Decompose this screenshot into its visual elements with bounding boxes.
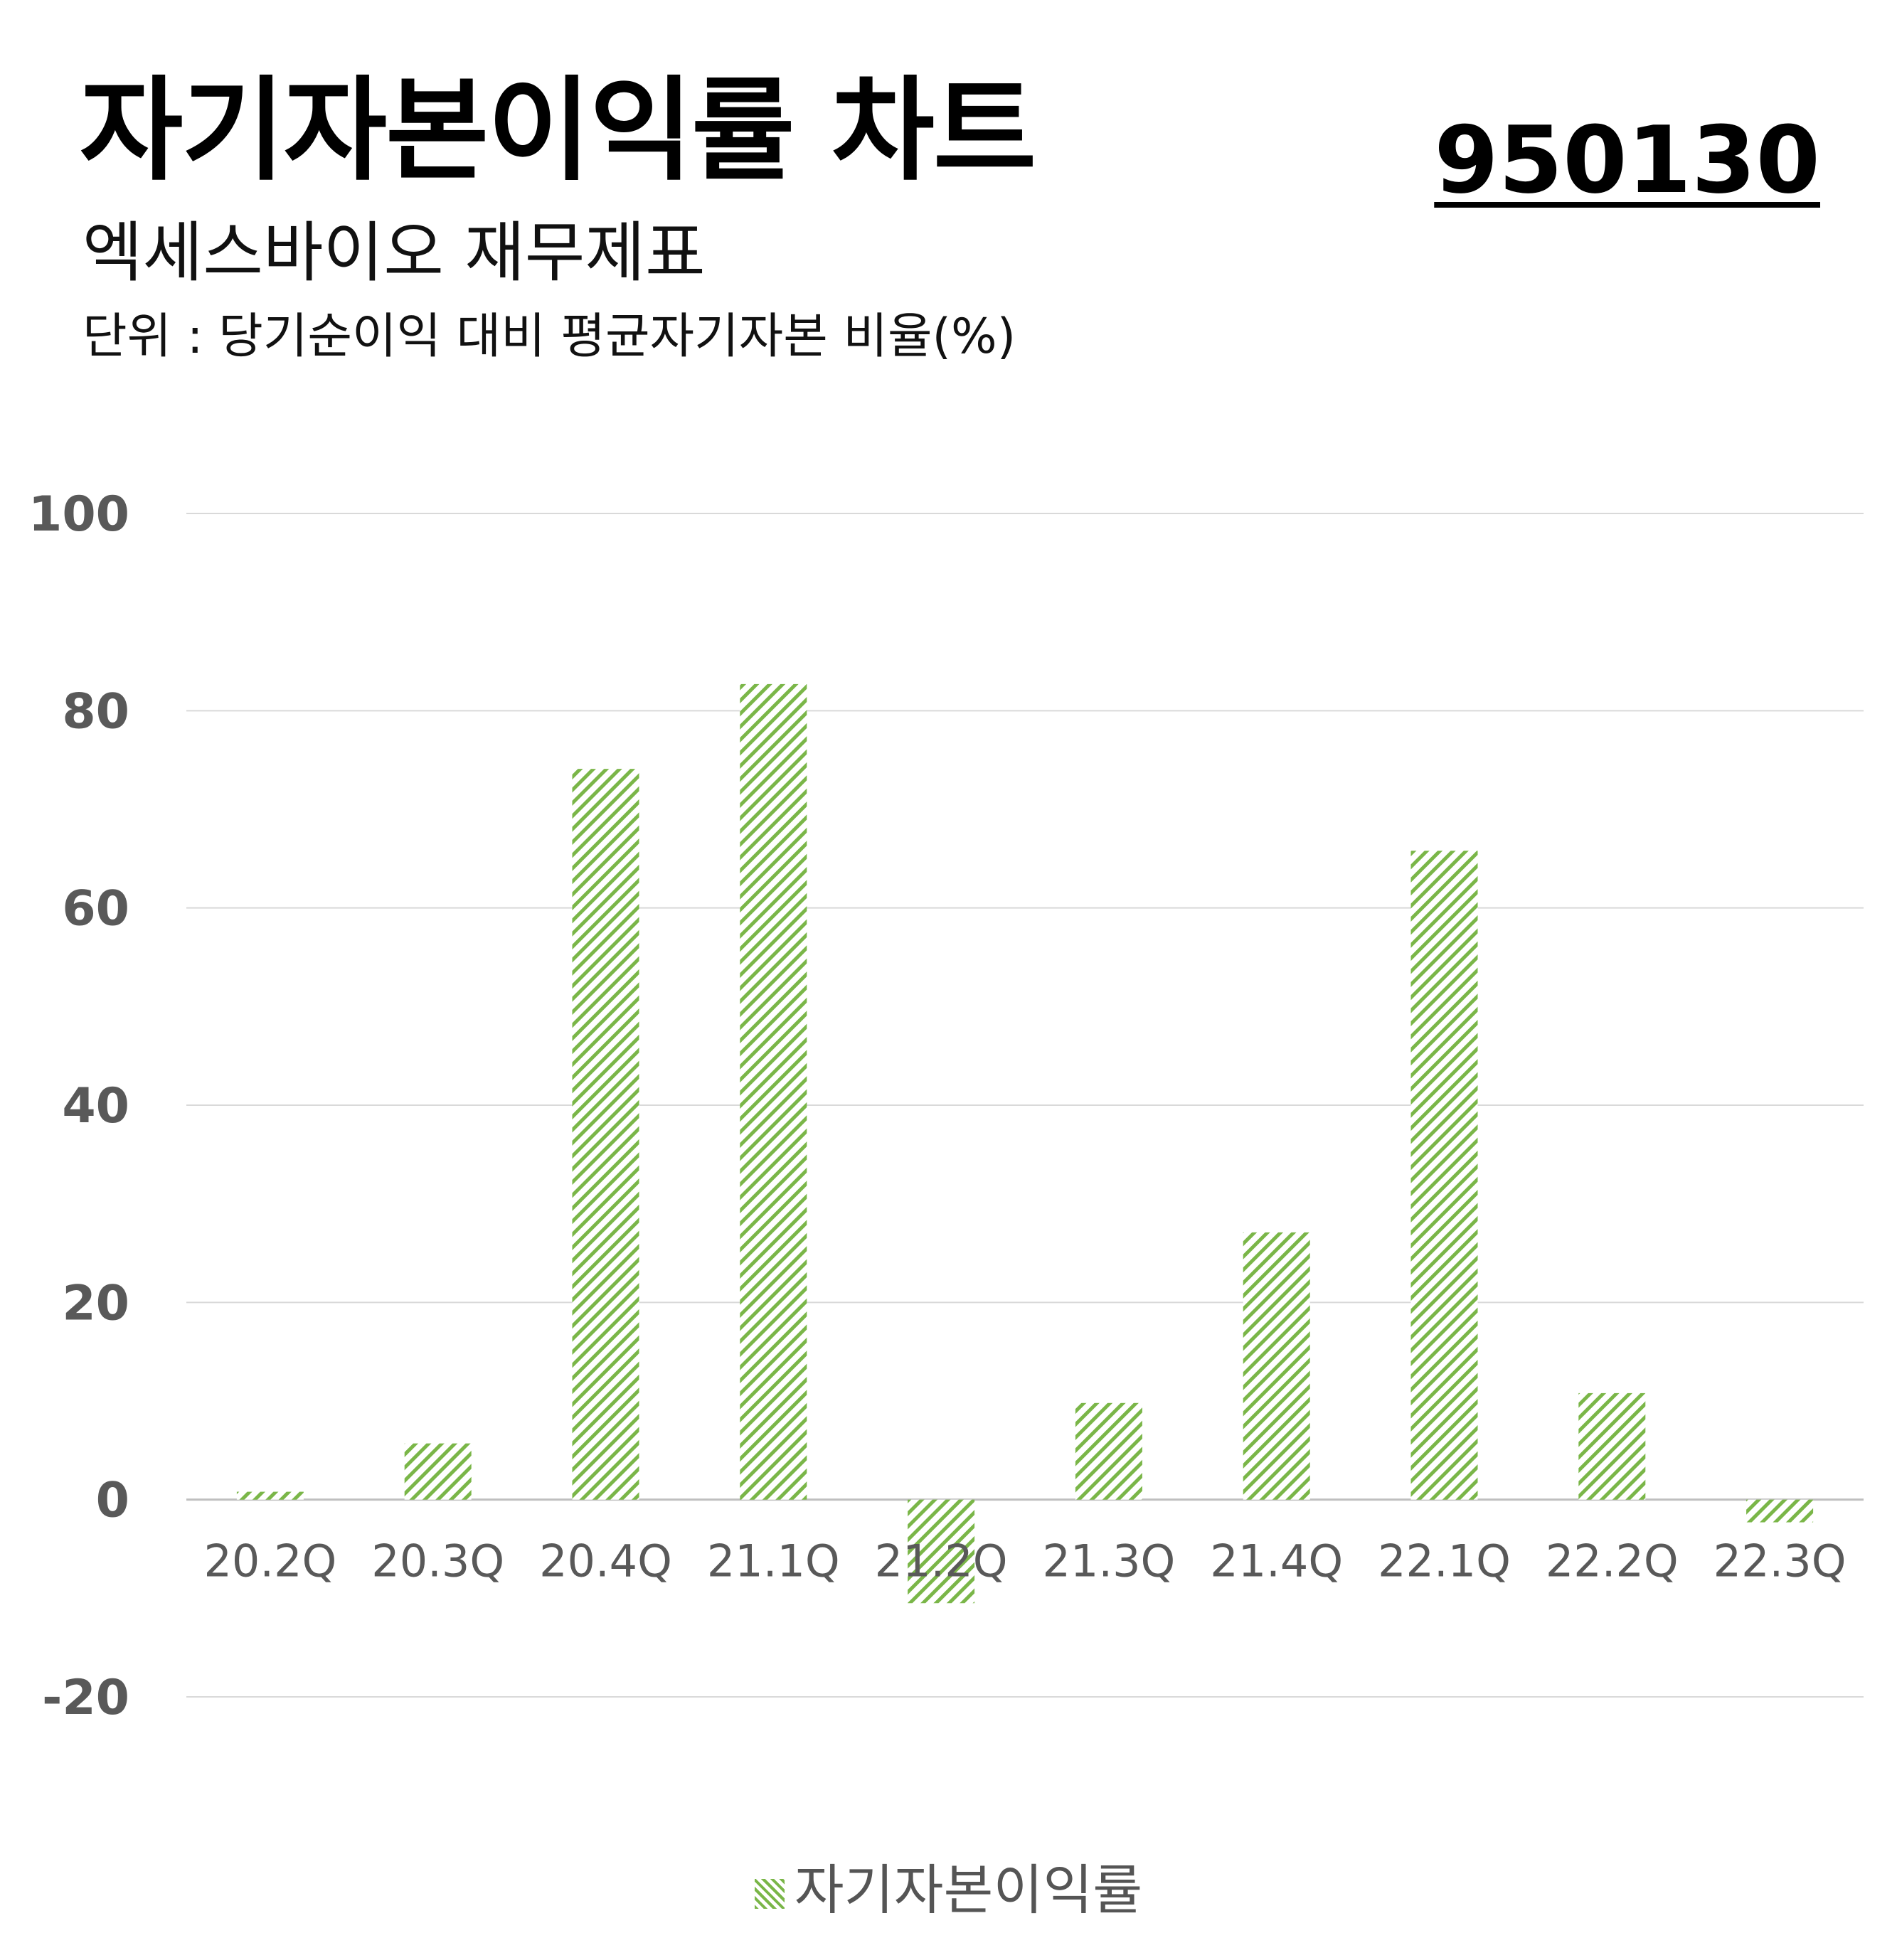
bar xyxy=(1578,1392,1646,1500)
x-axis-categories: 20.2Q 20.3Q 20.4Q 21.1Q 21.2Q 21.3Q 21.4Q 22.1Q… xyxy=(203,1535,1846,1587)
bar xyxy=(908,1499,975,1604)
x-category-label: 22.3Q xyxy=(1713,1535,1846,1587)
x-category-label: 20.2Q xyxy=(203,1535,336,1587)
y-tick-label: -20 xyxy=(42,1670,129,1726)
y-tick-label: 0 xyxy=(96,1473,129,1529)
y-axis-ticks: 100 80 60 40 20 0 -20 xyxy=(28,486,129,1726)
bars xyxy=(236,683,1814,1604)
x-category-label: 21.2Q xyxy=(875,1535,1008,1587)
y-tick-label: 20 xyxy=(62,1275,129,1331)
bar xyxy=(236,1491,304,1500)
y-tick-label: 40 xyxy=(62,1078,129,1134)
y-tick-label: 60 xyxy=(62,881,129,937)
x-category-label: 21.1Q xyxy=(707,1535,840,1587)
y-tick-label: 80 xyxy=(62,683,129,740)
stock-code: 950130 xyxy=(1434,106,1820,214)
bar xyxy=(404,1443,472,1500)
unit-note: 단위 : 당기순이익 대비 평균자기자본 비율(%) xyxy=(83,309,1016,365)
bar xyxy=(1243,1232,1310,1500)
x-category-label: 20.3Q xyxy=(371,1535,504,1587)
bar xyxy=(1410,851,1478,1500)
chart-subtitle: 엑세스바이오 재무제표 xyxy=(83,215,706,291)
y-tick-label: 100 xyxy=(28,486,129,543)
bar xyxy=(572,769,639,1500)
legend-label: 자기자본이익률 xyxy=(794,1858,1143,1922)
x-category-label: 20.4Q xyxy=(539,1535,672,1587)
bar xyxy=(1746,1499,1814,1523)
gridlines xyxy=(186,513,1864,1698)
legend: 자기자본이익률 xyxy=(0,1863,1897,1917)
x-category-label: 22.2Q xyxy=(1546,1535,1679,1587)
chart-title: 자기자본이익률 차트 xyxy=(80,65,1036,196)
x-category-label: 22.1Q xyxy=(1378,1535,1511,1587)
bar xyxy=(740,683,807,1500)
x-category-label: 21.4Q xyxy=(1210,1535,1343,1587)
legend-swatch xyxy=(754,1879,785,1909)
bar xyxy=(1075,1402,1142,1500)
x-category-label: 21.3Q xyxy=(1042,1535,1175,1587)
